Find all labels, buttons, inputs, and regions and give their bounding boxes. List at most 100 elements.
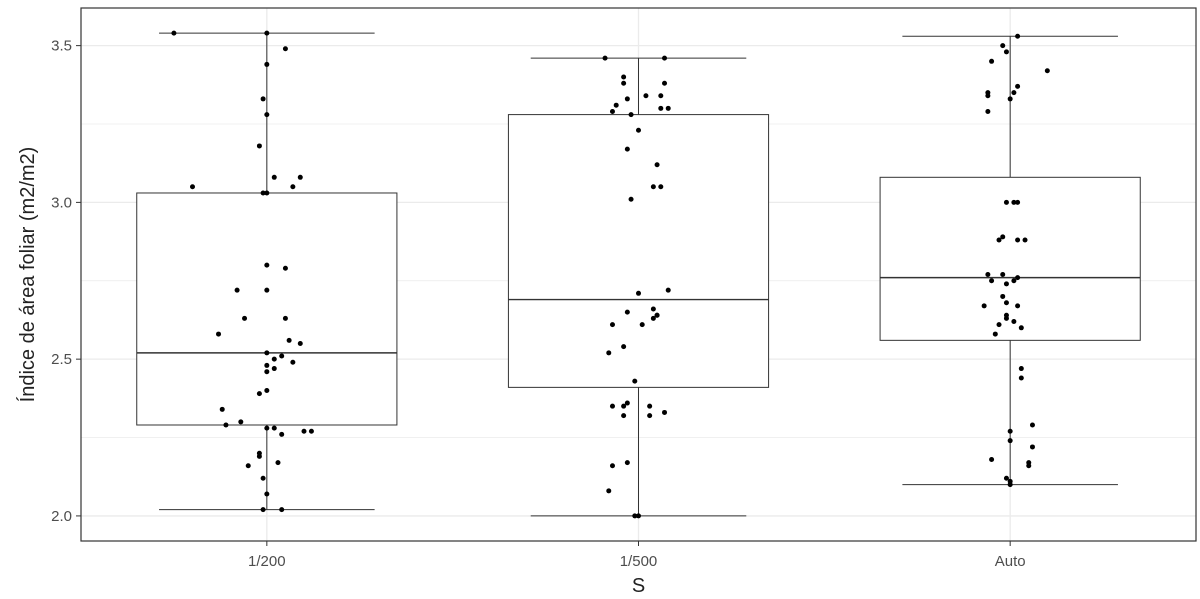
data-point <box>1022 237 1028 243</box>
data-point <box>1000 293 1006 299</box>
data-point <box>256 143 262 149</box>
data-point <box>271 366 277 372</box>
data-point <box>602 55 608 61</box>
data-point <box>609 108 615 114</box>
data-points <box>171 30 1050 519</box>
data-point <box>1015 83 1021 89</box>
data-point <box>647 403 653 409</box>
y-axis-title: Índice de área foliar (m2/m2) <box>16 147 39 403</box>
data-point <box>654 312 660 318</box>
x-axis-title: S <box>632 575 645 597</box>
data-point <box>632 513 638 519</box>
y-tick-label: 2.0 <box>51 508 72 525</box>
data-point <box>1003 315 1009 321</box>
data-point <box>1029 422 1035 428</box>
data-point <box>662 80 668 86</box>
data-point <box>1003 475 1009 481</box>
data-point <box>989 456 995 462</box>
box-iqr <box>136 192 398 426</box>
data-point <box>639 322 645 328</box>
data-point <box>606 488 612 494</box>
data-point <box>643 93 649 99</box>
data-point <box>256 453 262 459</box>
data-point <box>1007 478 1013 484</box>
data-point <box>260 475 266 481</box>
data-point <box>636 127 641 133</box>
data-point <box>1003 199 1009 205</box>
data-point <box>1018 325 1024 331</box>
data-point <box>279 353 285 359</box>
data-point <box>1000 234 1006 240</box>
data-point <box>260 96 266 102</box>
data-point <box>654 162 660 168</box>
data-point <box>264 362 270 368</box>
data-point <box>1015 33 1021 39</box>
data-point <box>650 184 656 190</box>
data-point <box>282 315 288 321</box>
data-point <box>264 425 270 431</box>
data-point <box>216 331 222 337</box>
data-point <box>658 184 664 190</box>
data-point <box>234 287 240 293</box>
data-point <box>647 413 653 419</box>
data-point <box>621 344 627 350</box>
data-point <box>624 309 630 315</box>
data-point <box>632 378 638 384</box>
data-point <box>1007 428 1013 434</box>
x-tick-label: 1/500 <box>620 553 658 570</box>
data-point <box>658 105 664 111</box>
data-point <box>1015 199 1021 205</box>
y-axis-ticks: 2.0 2.5 3.0 3.5 <box>51 38 81 525</box>
data-point <box>609 463 615 469</box>
data-point <box>981 303 987 309</box>
data-point <box>1015 275 1021 281</box>
box-3 <box>879 35 1141 486</box>
data-point <box>1026 463 1032 469</box>
box-iqr <box>507 114 770 388</box>
data-point <box>1003 49 1009 55</box>
data-point <box>1015 303 1021 309</box>
data-point <box>171 30 177 36</box>
data-point <box>242 315 248 321</box>
data-point <box>1029 444 1035 450</box>
data-point <box>996 237 1002 243</box>
data-point <box>1011 90 1017 96</box>
data-point <box>264 350 270 356</box>
data-point <box>985 108 991 114</box>
data-point <box>264 388 270 394</box>
box-2 <box>507 57 770 517</box>
data-point <box>286 337 292 343</box>
data-point <box>1018 375 1024 381</box>
data-point <box>606 350 612 356</box>
data-point <box>290 359 296 365</box>
data-point <box>297 340 303 346</box>
data-point <box>245 463 251 469</box>
data-point <box>256 391 262 397</box>
data-point <box>282 46 288 52</box>
data-point <box>264 190 270 196</box>
data-point <box>628 112 634 118</box>
data-point <box>1007 96 1013 102</box>
data-point <box>628 196 634 202</box>
data-point <box>989 278 995 284</box>
data-point <box>985 93 991 99</box>
data-point <box>271 174 277 180</box>
data-point <box>665 287 671 293</box>
data-point <box>609 322 615 328</box>
data-point <box>271 356 277 362</box>
y-tick-label: 3.5 <box>51 38 72 55</box>
data-point <box>1003 300 1009 306</box>
data-point <box>650 315 656 321</box>
data-point <box>621 74 627 80</box>
data-point <box>279 507 285 513</box>
data-point <box>260 507 266 513</box>
data-point <box>996 322 1002 328</box>
data-point <box>662 55 668 61</box>
data-point <box>992 331 998 337</box>
data-point <box>624 460 630 466</box>
data-point <box>275 460 281 466</box>
data-point <box>624 146 630 152</box>
data-point <box>290 184 296 190</box>
data-point <box>1011 319 1017 325</box>
